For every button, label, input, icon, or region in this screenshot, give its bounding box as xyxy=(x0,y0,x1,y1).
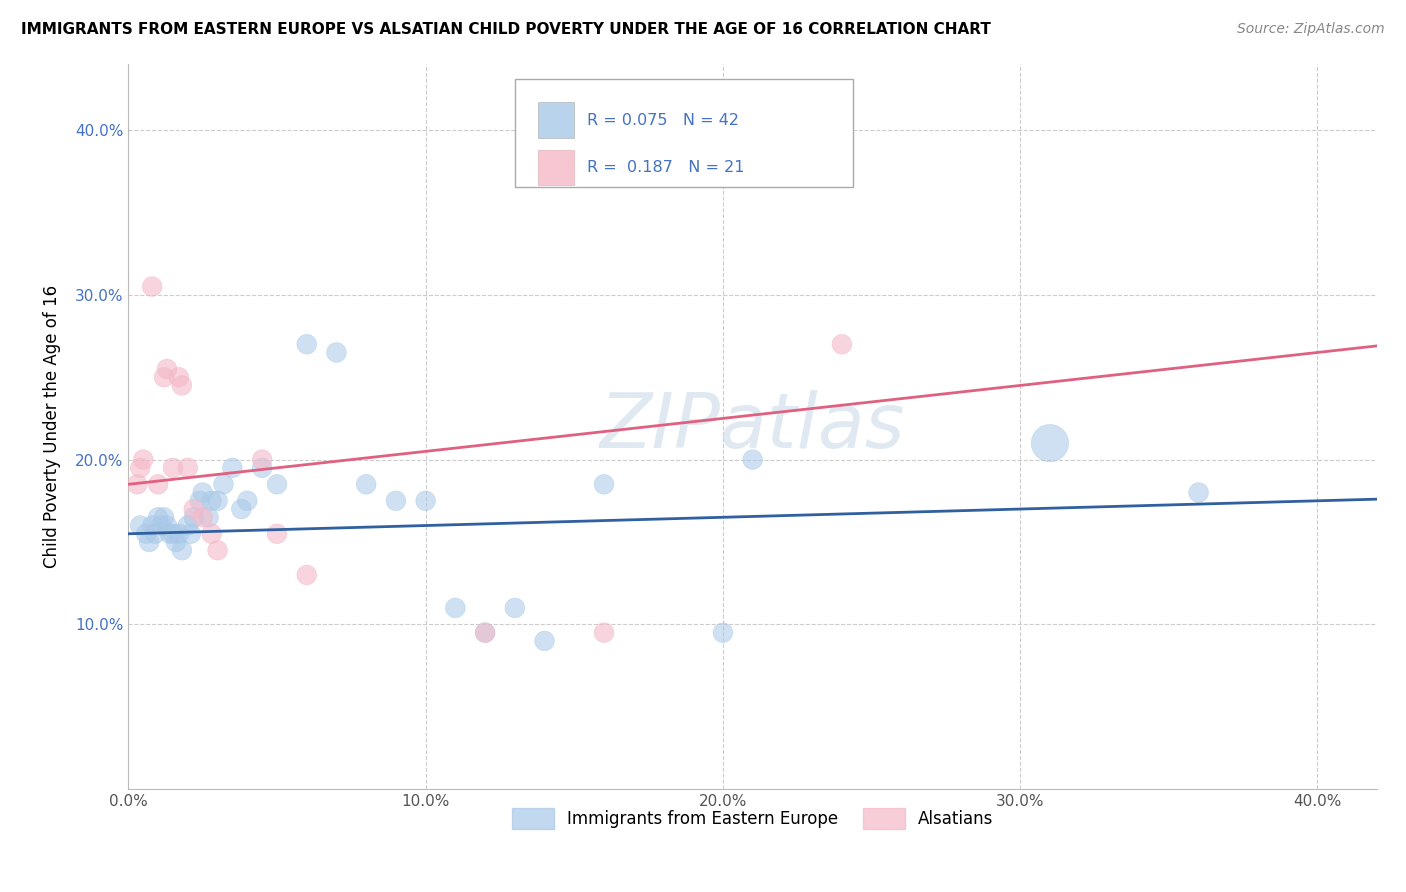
FancyBboxPatch shape xyxy=(516,78,852,187)
Point xyxy=(593,625,616,640)
Point xyxy=(385,493,408,508)
Point xyxy=(201,526,224,541)
Point xyxy=(191,510,214,524)
Point xyxy=(177,460,200,475)
Point xyxy=(188,493,211,508)
Legend: Immigrants from Eastern Europe, Alsatians: Immigrants from Eastern Europe, Alsatian… xyxy=(505,802,1000,835)
Point xyxy=(1039,436,1062,450)
Point xyxy=(162,526,184,541)
Point xyxy=(207,543,229,558)
Point xyxy=(146,510,169,524)
Text: Source: ZipAtlas.com: Source: ZipAtlas.com xyxy=(1237,22,1385,37)
Point xyxy=(156,362,179,376)
FancyBboxPatch shape xyxy=(538,150,574,186)
Point xyxy=(135,526,157,541)
Point xyxy=(295,568,318,582)
Point xyxy=(266,477,288,491)
Point xyxy=(533,633,555,648)
Text: R =  0.187   N = 21: R = 0.187 N = 21 xyxy=(586,160,744,175)
Point xyxy=(141,279,163,293)
Point xyxy=(444,601,467,615)
Point xyxy=(129,460,152,475)
Point xyxy=(156,518,179,533)
Point xyxy=(831,337,853,351)
Point xyxy=(250,452,273,467)
Point xyxy=(593,477,616,491)
Point xyxy=(231,502,253,516)
Point xyxy=(180,526,202,541)
Point xyxy=(165,535,187,549)
Point xyxy=(153,370,176,384)
Point xyxy=(295,337,318,351)
Point xyxy=(132,452,155,467)
Point xyxy=(201,493,224,508)
Text: R = 0.075   N = 42: R = 0.075 N = 42 xyxy=(586,112,738,128)
Point xyxy=(197,510,219,524)
Point xyxy=(212,477,235,491)
Point xyxy=(236,493,259,508)
Point xyxy=(177,518,200,533)
Point xyxy=(741,452,763,467)
Point xyxy=(150,518,173,533)
Point xyxy=(167,370,190,384)
Point xyxy=(1187,485,1209,500)
Point xyxy=(250,460,273,475)
Point xyxy=(183,502,205,516)
Point xyxy=(266,526,288,541)
Point xyxy=(127,477,149,491)
Point xyxy=(711,625,734,640)
Point xyxy=(146,477,169,491)
Point xyxy=(153,510,176,524)
Text: IMMIGRANTS FROM EASTERN EUROPE VS ALSATIAN CHILD POVERTY UNDER THE AGE OF 16 COR: IMMIGRANTS FROM EASTERN EUROPE VS ALSATI… xyxy=(21,22,991,37)
FancyBboxPatch shape xyxy=(538,103,574,138)
Point xyxy=(170,543,193,558)
Point xyxy=(207,493,229,508)
Point xyxy=(167,526,190,541)
Point xyxy=(325,345,347,359)
Point xyxy=(191,485,214,500)
Point xyxy=(474,625,496,640)
Point xyxy=(183,510,205,524)
Point xyxy=(162,460,184,475)
Point xyxy=(129,518,152,533)
Point xyxy=(354,477,377,491)
Text: ZIPatlas: ZIPatlas xyxy=(600,390,905,464)
Point xyxy=(159,526,181,541)
Point xyxy=(221,460,243,475)
Point xyxy=(503,601,526,615)
Point xyxy=(138,535,160,549)
Point xyxy=(141,518,163,533)
Point xyxy=(474,625,496,640)
Point xyxy=(170,378,193,392)
Point xyxy=(143,526,166,541)
Point xyxy=(415,493,437,508)
Y-axis label: Child Poverty Under the Age of 16: Child Poverty Under the Age of 16 xyxy=(44,285,60,568)
